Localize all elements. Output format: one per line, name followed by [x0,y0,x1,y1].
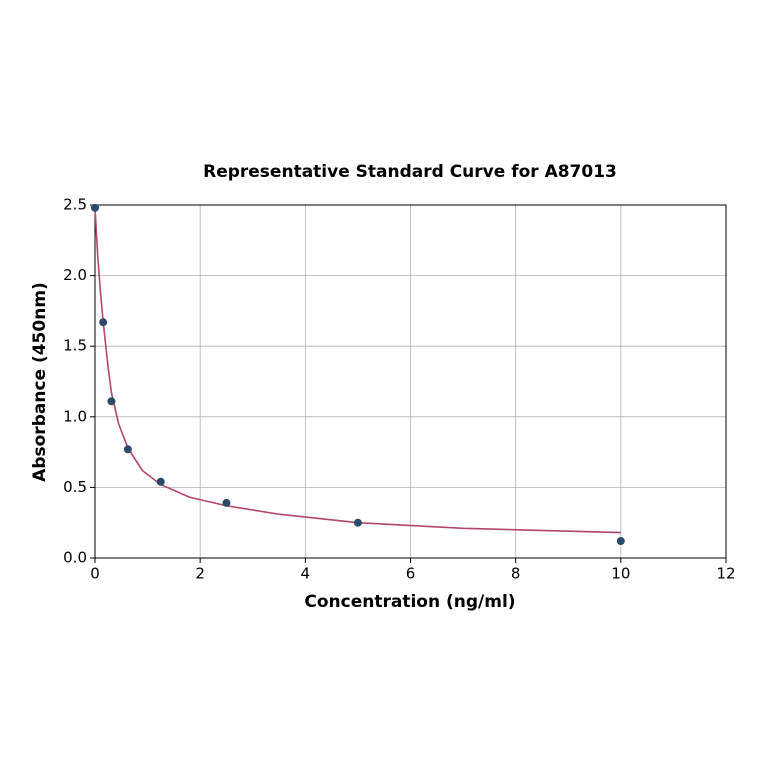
chart-title: Representative Standard Curve for A87013 [203,162,617,182]
y-tick-label: 2.5 [63,196,87,214]
data-point [107,397,116,406]
plot-frame [94,204,727,559]
x-tick-label: 12 [716,565,735,583]
y-tick-label: 0.5 [63,478,87,496]
x-tick-label: 4 [301,565,311,583]
data-point [616,537,625,546]
x-tick-label: 8 [511,565,521,583]
x-axis-label: Concentration (ng/ml) [304,592,515,612]
y-tick-label: 2.0 [63,266,87,284]
data-point [99,318,108,327]
y-tick-label: 1.0 [63,407,87,425]
data-point [123,445,132,454]
data-point [222,498,231,507]
data-point [156,477,165,486]
x-tick-label: 0 [90,565,100,583]
y-tick-label: 0.0 [63,549,87,567]
data-point [91,203,99,212]
x-tick-label: 2 [195,565,205,583]
y-tick-label: 1.5 [63,337,87,355]
fit-curve [94,207,621,534]
x-tick-label: 6 [406,565,416,583]
x-tick-label: 10 [611,565,630,583]
data-point [353,518,362,527]
y-axis-label: Absorbance (450nm) [30,282,50,482]
